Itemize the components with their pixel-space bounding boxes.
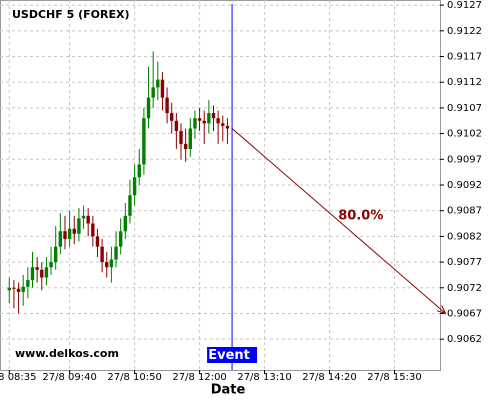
- candle-body: [109, 259, 114, 268]
- candle-body: [165, 97, 169, 114]
- candle-body: [225, 125, 230, 129]
- arrow-head: [436, 305, 447, 315]
- y-tick-label: 0.9127: [447, 0, 482, 11]
- candle-body: [105, 262, 109, 268]
- y-tick-label: 0.9102: [447, 129, 482, 140]
- candle-body: [12, 287, 16, 289]
- x-tick-label: 27/8 12:00: [172, 372, 226, 383]
- y-tick-label: 0.9122: [447, 26, 482, 37]
- y-tick-label: 0.9112: [447, 77, 482, 88]
- candle-body: [179, 131, 183, 144]
- candle-body: [123, 215, 128, 232]
- candle-body: [30, 267, 35, 281]
- candle-body: [58, 231, 63, 247]
- candle-body: [35, 267, 39, 270]
- candle-body: [142, 118, 146, 165]
- candle-body: [100, 246, 104, 263]
- candle-body: [156, 79, 160, 88]
- event-label: Event: [208, 348, 250, 363]
- candle-body: [183, 143, 188, 150]
- candle-body: [72, 228, 76, 234]
- candle-body: [211, 113, 216, 119]
- candle-body: [118, 231, 123, 247]
- candle-body: [137, 164, 141, 178]
- candle-body: [63, 231, 67, 239]
- y-tick-label: 0.9072: [447, 283, 482, 294]
- y-tick-label: 0.9067: [447, 308, 482, 319]
- candle-body: [7, 287, 11, 291]
- y-tick-label: 0.9117: [447, 52, 482, 63]
- x-tick-label: 27/8 15:30: [367, 372, 421, 383]
- candle-body: [67, 228, 72, 239]
- candle-body: [216, 118, 220, 124]
- candle-body: [146, 97, 151, 119]
- candle-body: [160, 79, 165, 98]
- x-tick-label: 27/8 13:10: [237, 372, 291, 383]
- x-axis-label: Date: [211, 383, 246, 398]
- candle-body: [132, 177, 137, 196]
- candle-body: [21, 286, 25, 292]
- y-tick-label: 0.9077: [447, 257, 482, 268]
- candle-body: [95, 236, 100, 247]
- x-tick-label: 27/8 14:20: [302, 372, 356, 383]
- candle-body: [197, 118, 202, 121]
- candle-body: [128, 195, 132, 216]
- x-tick-label: 27/8 10:50: [107, 372, 161, 383]
- candle-body: [174, 120, 179, 132]
- candle-body: [26, 280, 30, 287]
- candle-body: [188, 128, 192, 150]
- x-tick-label: 27/8 08:35: [0, 372, 37, 383]
- prediction-arrow: [231, 128, 446, 314]
- candle-body: [44, 267, 49, 278]
- candle-body: [53, 246, 58, 263]
- x-tick-label: 27/8 09:40: [42, 372, 96, 383]
- candle-body: [221, 123, 225, 126]
- candle-body: [170, 113, 174, 121]
- prediction-label: 80.0%: [338, 208, 383, 223]
- y-tick-label: 0.9087: [447, 206, 482, 217]
- y-tick-label: 0.9082: [447, 231, 482, 242]
- event-label-box: [207, 347, 258, 363]
- candle-body: [49, 262, 53, 268]
- y-tick-label: 0.9092: [447, 180, 482, 191]
- y-tick-label: 0.9097: [447, 154, 482, 165]
- y-tick-label: 0.9062: [447, 334, 482, 345]
- candle-body: [40, 269, 44, 278]
- candle-body: [114, 246, 118, 260]
- candle-body: [202, 120, 206, 124]
- candle-body: [81, 215, 86, 219]
- candle-body: [207, 113, 211, 124]
- candle-body: [151, 87, 155, 98]
- candle-body: [77, 218, 81, 234]
- candle-body: [86, 215, 90, 224]
- candle-body: [16, 288, 21, 292]
- candle-body: [91, 223, 95, 237]
- candle-body: [193, 118, 197, 129]
- y-tick-label: 0.9107: [447, 103, 482, 114]
- watermark: www.delkos.com: [15, 347, 119, 360]
- chart-title: USDCHF 5 (FOREX): [12, 8, 129, 21]
